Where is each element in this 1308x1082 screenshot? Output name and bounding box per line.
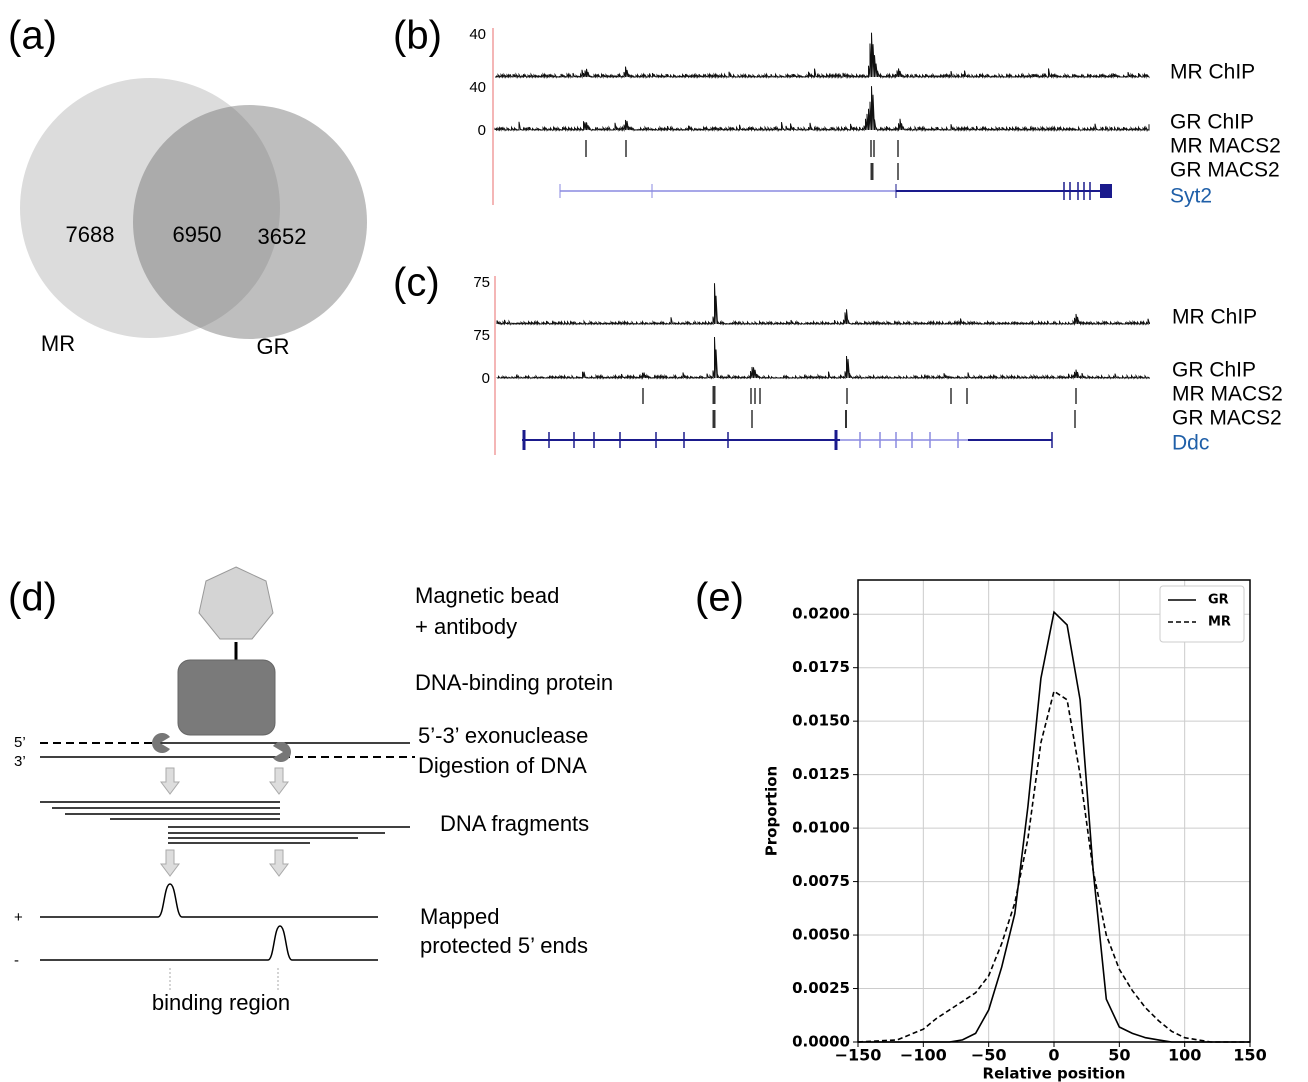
tracks-c: 75 75 0 MR ChIP GR ChIP MR MACS2 GR MACS… (473, 274, 1283, 455)
track-label: MR ChIP (1170, 61, 1255, 84)
x-tick-label: −100 (900, 1046, 947, 1065)
scale-label: 0 (482, 370, 490, 387)
signal-minus (40, 926, 378, 960)
gene-model (522, 430, 1052, 450)
y-tick-label: 0.0000 (792, 1033, 850, 1051)
scale-label: 75 (473, 327, 490, 344)
track-label: MR MACS2 (1170, 135, 1281, 158)
y-tick-label: 0.0075 (792, 872, 850, 890)
signal-track (495, 86, 1149, 130)
track-label: GR ChIP (1172, 359, 1256, 382)
diagram-label: protected 5’ ends (420, 933, 588, 958)
x-tick-label: 150 (1233, 1046, 1266, 1065)
y-tick-label: 0.0200 (792, 605, 850, 623)
venn: 7688 6950 3652 MR GR (20, 78, 367, 359)
diagram: Magnetic bead + antibody DNA-binding pro… (14, 567, 613, 1015)
venn-circle (133, 105, 367, 339)
panel-label: (e) (695, 576, 744, 620)
gene-label: Syt2 (1170, 185, 1212, 208)
figure: (a) (b) (c) (d) (e) 7688 6950 3652 MR GR… (0, 0, 1308, 1082)
arrows (161, 768, 288, 876)
venn-count: 7688 (66, 222, 115, 247)
track-label: GR ChIP (1170, 111, 1254, 134)
scale-label: 75 (473, 274, 490, 291)
gene-label: Ddc (1172, 432, 1209, 455)
strand-sign: - (14, 952, 19, 969)
venn-label: GR (257, 334, 290, 359)
legend-box (1160, 586, 1244, 642)
x-tick-label: 0 (1048, 1046, 1059, 1065)
diagram-label: + antibody (415, 614, 517, 639)
panel-label: (b) (393, 14, 442, 58)
diagram-label: Mapped (420, 904, 500, 929)
y-tick-label: 0.0100 (792, 819, 850, 837)
venn-count: 6950 (173, 222, 222, 247)
diagram-label: DNA fragments (440, 811, 589, 836)
signal-track (497, 283, 1150, 324)
y-tick-label: 0.0050 (792, 926, 850, 944)
panel-label: (c) (393, 261, 440, 305)
panel-label: (a) (8, 14, 57, 58)
legend-label: GR (1208, 593, 1229, 608)
x-tick-label: 100 (1168, 1046, 1201, 1065)
venn-label: MR (41, 331, 75, 356)
track-label: MR MACS2 (1172, 383, 1283, 406)
diagram-label: Digestion of DNA (418, 753, 587, 778)
panel-label: (d) (8, 576, 57, 620)
legend: GR MR (1160, 586, 1244, 642)
venn-count: 3652 (258, 224, 307, 249)
protein (178, 660, 275, 735)
y-axis-label: Proportion (763, 766, 781, 856)
x-tick-label: −50 (971, 1046, 1007, 1065)
track-label: MR ChIP (1172, 306, 1257, 329)
y-tick-label: 0.0150 (792, 712, 850, 730)
strand-sign: + (14, 909, 23, 926)
diagram-label: binding region (152, 990, 290, 1015)
y-tick-label: 0.0175 (792, 658, 850, 676)
signal-plus (40, 884, 378, 917)
scale-label: 0 (478, 122, 486, 139)
tracks-b: 40 40 0 MR ChIP GR ChIP MR MACS2 GR MACS… (469, 26, 1281, 208)
gene-model (560, 182, 1112, 200)
diagram-label: Magnetic bead (415, 583, 559, 608)
scale-label: 40 (469, 79, 486, 96)
strand-end: 3’ (14, 753, 26, 770)
fragments (40, 802, 410, 843)
peak-calls (586, 140, 898, 180)
diagram-label: DNA-binding protein (415, 670, 613, 695)
peak-calls (643, 386, 1076, 428)
x-axis-label: Relative position (983, 1065, 1126, 1082)
x-tick-label: 50 (1108, 1046, 1130, 1065)
y-tick-label: 0.0125 (792, 765, 850, 783)
track-label: GR MACS2 (1170, 159, 1280, 182)
strand-end: 5’ (14, 734, 26, 751)
diagram-label: 5’-3’ exonuclease (418, 723, 588, 748)
y-tick-label: 0.0025 (792, 979, 850, 997)
signal-track (495, 33, 1149, 77)
signal-track (497, 337, 1150, 378)
legend-label: MR (1208, 615, 1231, 630)
bead (199, 567, 273, 639)
scale-label: 40 (469, 26, 486, 43)
exonuclease (273, 742, 291, 762)
track-label: GR MACS2 (1172, 407, 1282, 430)
